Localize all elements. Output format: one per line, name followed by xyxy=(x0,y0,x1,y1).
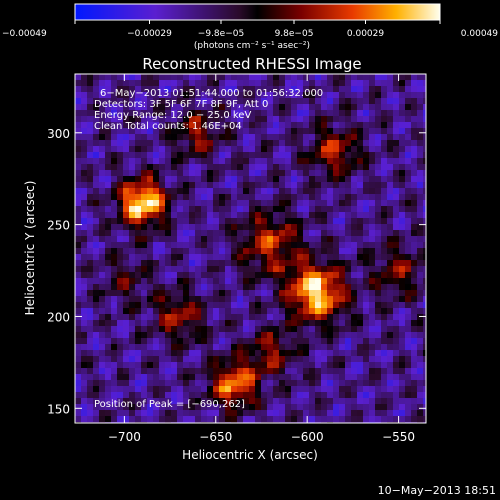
colorbar-tick-label: −9.8e−05 xyxy=(198,29,244,39)
annotation-line: Clean Total counts: 1.46E+04 xyxy=(94,121,242,132)
y-tick-label: 200 xyxy=(47,310,70,324)
x-axis-title: Heliocentric X (arcsec) xyxy=(182,448,318,462)
y-axis-title: Heliocentric Y (arcsec) xyxy=(23,181,37,316)
heatmap-plot xyxy=(75,74,426,423)
axis-ticks: −700 −650 −600 −550 150 200 250 300 xyxy=(47,74,426,444)
x-tick-label: −650 xyxy=(199,430,232,444)
y-tick-label: 300 xyxy=(47,127,70,141)
plot-frame xyxy=(74,73,427,424)
annotation-line: 6−May−2013 01:51:44.000 to 01:56:32.000 xyxy=(100,88,323,99)
colorbar-tick-label: 0.00049 xyxy=(461,29,498,39)
x-tick-label: −600 xyxy=(291,430,324,444)
x-tick-label: −700 xyxy=(108,430,141,444)
colorbar xyxy=(74,3,441,21)
colorbar-unit-label: (photons cm⁻² s⁻¹ asec⁻²) xyxy=(194,41,310,51)
y-tick-label: 150 xyxy=(47,402,70,416)
peak-position-label: Position of Peak = [−690,262] xyxy=(94,399,245,410)
x-tick-label: −550 xyxy=(382,430,415,444)
y-tick-label: 250 xyxy=(47,219,70,233)
colorbar-tick-label: −0.00049 xyxy=(2,29,47,39)
annotation-block: 6−May−2013 01:51:44.000 to 01:56:32.000D… xyxy=(94,88,323,132)
colorbar-tick-label: 0.00029 xyxy=(347,29,384,39)
chart-title: Reconstructed RHESSI Image xyxy=(142,55,361,73)
annotation-line: Detectors: 3F 5F 6F 7F 8F 9F, Att 0 xyxy=(94,99,268,110)
colorbar-ticks: −0.00049 −0.00029 −9.8e−05 9.8e−05 0.00029 0.… xyxy=(2,20,498,39)
colorbar-tick-label: 9.8e−05 xyxy=(275,29,314,39)
footer-timestamp: 10−May−2013 18:51 xyxy=(378,484,496,497)
colorbar-tick-label: −0.00029 xyxy=(127,29,172,39)
annotation-line: Energy Range: 12.0 − 25.0 keV xyxy=(94,110,251,121)
